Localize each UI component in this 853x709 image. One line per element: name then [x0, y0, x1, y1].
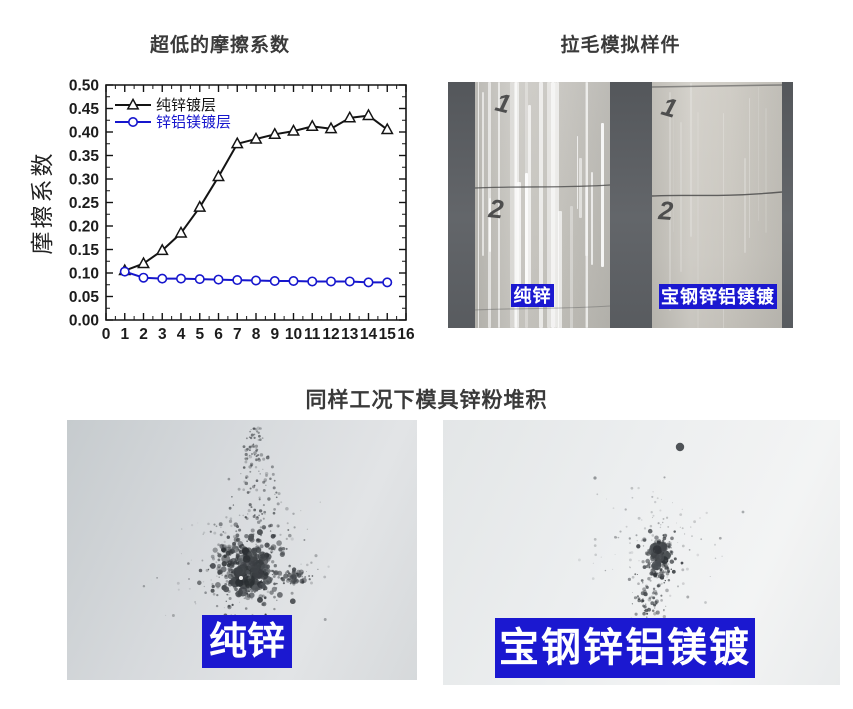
galling-streak-faint	[749, 97, 750, 238]
handwritten-marks-overlay: 1 2 1 2	[474, 84, 783, 311]
pure-zinc-strip-label: 纯锌	[511, 284, 554, 307]
x-tick-label: 14	[360, 326, 378, 343]
galling-streak	[556, 82, 560, 328]
galling-streak	[577, 135, 579, 209]
galling-streak	[586, 82, 589, 328]
galling-streak	[557, 210, 562, 328]
galling-streak-faint	[690, 83, 693, 238]
galling-streak	[584, 187, 588, 256]
galling-streak	[527, 104, 532, 298]
x-tick-label: 16	[397, 326, 415, 343]
y-tick-label: 0.40	[69, 125, 99, 142]
galling-streak	[514, 82, 519, 328]
galling-streak-faint	[669, 92, 671, 311]
y-tick-label: 0.15	[69, 242, 100, 259]
x-tick-label: 0	[102, 326, 111, 343]
galling-streak	[482, 91, 485, 257]
x-tick-label: 11	[304, 326, 321, 343]
y-tick-label: 0.20	[69, 219, 99, 236]
chart-title: 超低的摩擦系数	[149, 35, 290, 56]
zinc-powder-pile-small	[577, 442, 745, 632]
x-tick-label: 4	[177, 326, 186, 343]
x-tick-label: 8	[252, 326, 261, 343]
galling-streak-faint	[673, 115, 675, 233]
powder-photo-zam: 宝钢锌铝镁镀	[443, 420, 840, 685]
legend-label: 锌铝镁镀层	[156, 114, 231, 131]
galling-streak	[498, 82, 500, 328]
y-tick-label: 0.30	[69, 172, 99, 189]
galling-streak	[551, 82, 555, 328]
x-tick-label: 5	[195, 326, 204, 343]
galling-streak	[525, 173, 529, 293]
legend-label: 纯锌镀层	[156, 97, 216, 114]
zam-photo-label: 宝钢锌铝镁镀	[495, 618, 755, 678]
series-pure-zinc	[118, 108, 394, 276]
y-tick-label: 0.25	[69, 195, 100, 212]
galling-streak	[546, 82, 551, 328]
x-tick-label: 6	[214, 326, 223, 343]
galling-streak	[600, 123, 605, 267]
series-zam	[119, 266, 393, 288]
y-tick-label: 0.45	[69, 101, 100, 118]
galling-streak	[477, 82, 479, 328]
y-tick-label: 0.10	[69, 266, 99, 283]
galling-streak-faint	[744, 158, 746, 254]
y-axis-label: 摩擦系数	[30, 151, 55, 255]
powder-photo-pure-zinc: 纯锌	[67, 420, 417, 680]
galling-streak-faint	[722, 112, 725, 328]
dark-band-middle	[610, 82, 652, 328]
dark-band-left	[448, 82, 475, 328]
galling-streak	[591, 171, 594, 265]
x-tick-label: 7	[233, 326, 242, 343]
handwritten-mark: 2	[486, 193, 505, 225]
galling-streak	[554, 82, 557, 328]
galling-streak	[569, 205, 573, 328]
x-tick-label: 12	[322, 326, 339, 343]
galling-streak	[510, 82, 515, 328]
y-tick-label: 0.50	[69, 78, 99, 95]
galling-streak	[517, 182, 522, 296]
galling-streak	[539, 82, 543, 328]
dark-band-right	[782, 82, 793, 328]
x-tick-label: 13	[341, 326, 359, 343]
friction-coefficient-chart: 0 1 2 3 4 5 6 7 8 9 10 11 12 13 14 15 160.000.050.100.15…	[30, 78, 415, 344]
galling-streak-faint	[765, 107, 767, 233]
galling-streak-faint	[697, 111, 700, 328]
x-tick-label: 10	[285, 326, 302, 343]
handwritten-mark: 1	[493, 87, 514, 120]
y-tick-label: 0.05	[69, 289, 100, 306]
zinc-powder-pile	[142, 426, 330, 632]
bottom-section-title: 同样工况下模具锌粉堆积	[305, 389, 548, 412]
galling-streak-faint	[680, 121, 682, 272]
handwritten-mark: 1	[658, 91, 680, 124]
galling-streak-faint	[757, 87, 760, 221]
galling-sample-photo: 1 2 1 2 纯锌 宝钢锌铝镁镀	[448, 82, 793, 328]
axes: 0 1 2 3 4 5 6 7 8 9 10 11 12 13 14 15 160.000.050.100.15…	[69, 78, 415, 344]
galling-streak	[488, 197, 491, 252]
x-tick-label: 2	[139, 326, 148, 343]
handwritten-mark: 2	[657, 195, 675, 226]
x-tick-label: 3	[158, 326, 167, 343]
x-tick-label: 15	[379, 326, 397, 343]
galling-photo-title: 拉毛模拟样件	[560, 35, 681, 56]
zam-strip-label: 宝钢锌铝镁镀	[659, 284, 777, 309]
pure-zinc-photo-label: 纯锌	[202, 615, 292, 668]
x-tick-label: 1	[120, 326, 129, 343]
x-tick-label: 9	[270, 326, 279, 343]
galling-streak	[579, 157, 582, 219]
y-tick-label: 0.35	[69, 148, 100, 165]
y-tick-label: 0.00	[69, 313, 99, 330]
